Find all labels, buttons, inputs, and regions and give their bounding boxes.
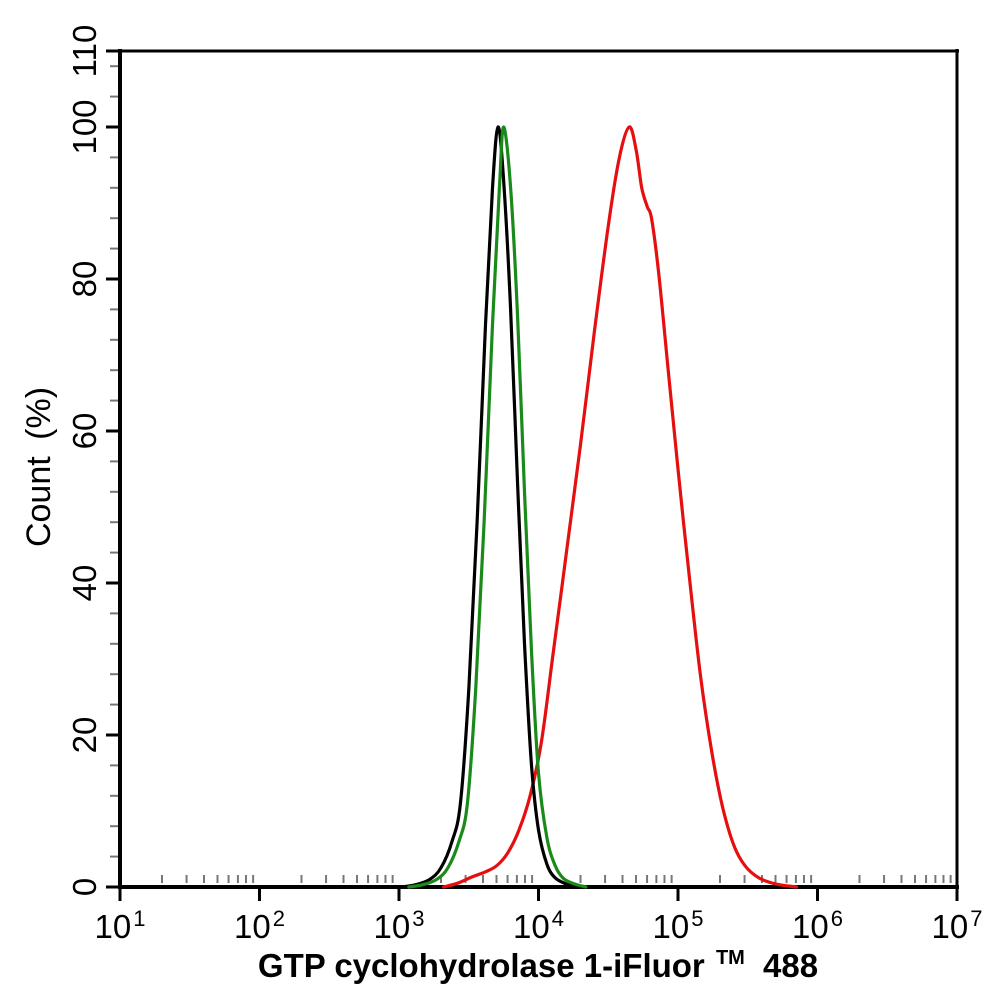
- y-axis-tick-labels: 0 20 40 60 80 100 110: [66, 25, 103, 896]
- x-tick-label: 103: [374, 906, 425, 945]
- x-tick-exponent: 7: [970, 906, 982, 931]
- x-axis-major-ticks: [118, 887, 959, 901]
- y-tick-label: 0: [66, 878, 103, 896]
- x-axis-title-trademark: TM: [716, 947, 745, 969]
- plot-frame: [118, 49, 959, 889]
- x-tick-base: 10: [513, 908, 550, 945]
- black-curve: [400, 125, 580, 889]
- x-tick-label: 101: [95, 906, 146, 945]
- y-tick-label: 80: [66, 261, 103, 298]
- y-axis-minor-ticks: [110, 65, 118, 858]
- x-tick-exponent: 4: [552, 906, 564, 931]
- x-tick-base: 10: [234, 908, 271, 945]
- x-tick-base: 10: [95, 908, 132, 945]
- x-tick-base: 10: [932, 908, 969, 945]
- x-tick-exponent: 3: [412, 906, 424, 931]
- x-axis-tick-labels: 101 102 103 104 105 106 107: [95, 906, 983, 945]
- x-tick-exponent: 2: [273, 906, 285, 931]
- x-tick-base: 10: [374, 908, 411, 945]
- x-tick-exponent: 1: [133, 906, 145, 931]
- x-axis-minor-ticks: [160, 875, 952, 883]
- y-axis-major-ticks: [106, 49, 120, 889]
- x-tick-base: 10: [653, 908, 690, 945]
- y-tick-label: 40: [66, 565, 103, 602]
- x-tick-label: 107: [932, 906, 983, 945]
- y-tick-label: 100: [66, 99, 103, 154]
- x-axis-title: GTP cyclohydrolase 1-iFluor TM 488: [258, 934, 818, 984]
- x-tick-label: 106: [792, 906, 843, 945]
- red-curve: [442, 125, 799, 889]
- y-tick-label: 60: [66, 413, 103, 450]
- x-tick-label: 104: [513, 906, 564, 945]
- x-tick-base: 10: [792, 908, 829, 945]
- x-axis-title-suffix: 488: [763, 947, 818, 984]
- x-tick-exponent: 5: [691, 906, 703, 931]
- x-tick-label: 105: [653, 906, 704, 945]
- y-tick-label: 20: [66, 717, 103, 754]
- y-tick-label: 110: [66, 25, 103, 78]
- histogram-curves: [400, 125, 799, 889]
- green-curve: [407, 125, 588, 889]
- x-tick-exponent: 6: [831, 906, 843, 931]
- y-axis-title: Count (%): [20, 387, 58, 547]
- x-axis-title-main: GTP cyclohydrolase 1-iFluor: [258, 947, 705, 984]
- x-tick-label: 102: [234, 906, 285, 945]
